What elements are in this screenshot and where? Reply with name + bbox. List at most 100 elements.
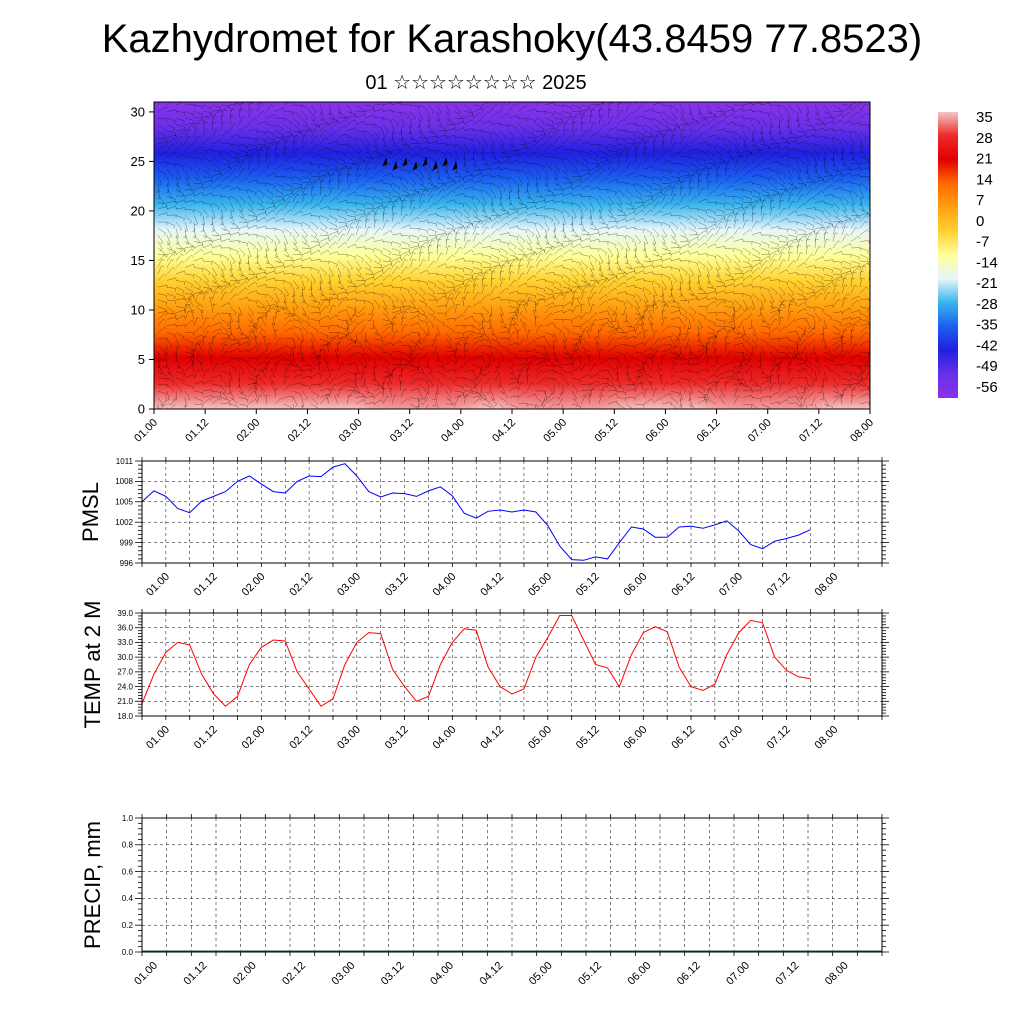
wind-barb-flag <box>382 156 388 167</box>
colorbar: 35 28 21 14 7 0 -7 -14 -21 -28 -35 -42 -49 -56 <box>938 109 998 398</box>
x-tick-label: 04.00 <box>431 571 459 599</box>
y-tick-label: 0.6 <box>122 867 134 876</box>
x-tick-label: 04.00 <box>439 417 467 445</box>
plot-area <box>142 613 882 716</box>
x-tick-label: 08.00 <box>848 417 876 445</box>
x-tick-label: 02.00 <box>240 724 268 752</box>
wind-barb-flag <box>392 160 398 171</box>
x-tick-label: 07.00 <box>717 571 745 599</box>
y-tick-label: 33.0 <box>117 638 133 647</box>
plot-frame <box>141 612 883 717</box>
colorbar-label: 7 <box>976 192 984 209</box>
x-tick-label: 07.00 <box>724 960 752 988</box>
x-tick-label: 05.00 <box>527 960 555 988</box>
chart-subtitle: 01 ☆☆☆☆☆☆☆☆ 2025 <box>365 72 587 94</box>
wind-barb-flag <box>452 160 458 171</box>
y-axis-label: PRECIP, mm <box>80 821 105 949</box>
x-tick-label: 07.12 <box>765 724 793 752</box>
x-tick-label: 06.12 <box>669 724 697 752</box>
y-tick-label: 0.2 <box>122 921 134 930</box>
x-tick-label: 03.12 <box>388 417 416 445</box>
y-tick-label: 18.0 <box>117 712 133 721</box>
y-tick-label: 0.8 <box>122 841 134 850</box>
y-tick-label: 0.4 <box>122 894 134 903</box>
y-tick-label: 999 <box>120 538 134 547</box>
colorbar-label: -49 <box>976 358 998 375</box>
colorbar-ramp <box>938 112 958 398</box>
y-tick-label: 1005 <box>115 498 133 507</box>
x-tick-label: 01.12 <box>183 417 211 445</box>
y-axis-label: TEMP at 2 M <box>80 601 105 729</box>
wind-barb-flag <box>412 160 418 171</box>
y-tick-label: 21.0 <box>117 697 133 706</box>
x-tick-label: 07.12 <box>765 571 793 599</box>
colorbar-label: 0 <box>976 213 984 230</box>
x-tick-label: 02.12 <box>286 417 314 445</box>
x-tick-label: 04.12 <box>478 571 506 599</box>
x-tick-label: 01.12 <box>182 960 210 988</box>
y-tick-label: 36.0 <box>117 624 133 633</box>
temperature-panel: 18.0 21.0 24.0 27.0 30.0 33.0 36.0 39.0 TEMP at … <box>80 601 889 752</box>
y-tick-label: 1008 <box>115 477 133 486</box>
colorbar-label: -14 <box>976 254 998 271</box>
x-tick-label: 03.12 <box>383 724 411 752</box>
x-tick-label: 05.12 <box>574 571 602 599</box>
x-tick-label: 01.00 <box>132 960 160 988</box>
colorbar-label: 28 <box>976 130 993 147</box>
x-tick-label: 08.00 <box>813 571 841 599</box>
x-tick-label: 02.00 <box>240 571 268 599</box>
y-tick-label: 10 <box>131 302 145 317</box>
colorbar-label: -28 <box>976 296 998 313</box>
x-tick-label: 01.12 <box>192 571 220 599</box>
series-line <box>141 463 811 561</box>
x-tick-label: 01.00 <box>144 724 172 752</box>
x-tick-label: 06.00 <box>626 960 654 988</box>
warm-surface-cell <box>502 339 623 409</box>
y-tick-label: 25 <box>131 154 145 169</box>
x-tick-label: 05.00 <box>526 571 554 599</box>
pmsl-panel: 996 999 1002 1005 1008 1011 PMSL 01.00 01.12 02.0… <box>78 457 889 599</box>
x-tick-label: 02.12 <box>287 571 315 599</box>
minor-ticks <box>135 457 889 567</box>
colorbar-label: -7 <box>976 234 989 251</box>
wind-barbs <box>156 102 870 409</box>
y-tick-label: 5 <box>138 352 145 367</box>
x-tick-label: 01.00 <box>144 571 172 599</box>
x-tick-label: 05.12 <box>576 960 604 988</box>
y-tick-label: 1002 <box>115 518 133 527</box>
colorbar-label: -21 <box>976 275 998 292</box>
x-tick-label: 04.12 <box>490 417 518 445</box>
x-tick-label: 05.00 <box>526 724 554 752</box>
x-tick-label: 06.12 <box>669 571 697 599</box>
x-tick-label: 03.12 <box>383 571 411 599</box>
y-tick-label: 30.0 <box>117 653 133 662</box>
x-tick-label: 03.00 <box>335 571 363 599</box>
colorbar-label: 35 <box>976 109 993 126</box>
y-tick-label: 27.0 <box>117 668 133 677</box>
x-tick-label: 06.12 <box>695 417 723 445</box>
y-tick-label: 39.0 <box>117 609 133 618</box>
x-tick-label: 04.00 <box>431 724 459 752</box>
wind-barb-flag <box>432 160 438 171</box>
x-tick-label: 03.12 <box>379 960 407 988</box>
series-line-group <box>141 463 811 561</box>
wind-barb-flag <box>422 156 428 167</box>
x-tick-label: 06.00 <box>644 417 672 445</box>
x-tick-label: 03.00 <box>330 960 358 988</box>
x-tick-label: 05.12 <box>574 724 602 752</box>
y-tick-label: 0.0 <box>122 948 134 957</box>
x-tick-label: 06.12 <box>675 960 703 988</box>
colorbar-label: -35 <box>976 317 998 334</box>
x-tick-label: 03.00 <box>337 417 365 445</box>
x-tick-label: 04.12 <box>478 724 506 752</box>
wind-barb-flag <box>442 156 448 167</box>
x-tick-label: 07.12 <box>797 417 825 445</box>
x-tick-label: 02.12 <box>280 960 308 988</box>
x-tick-label: 02.00 <box>231 960 259 988</box>
x-tick-label: 02.00 <box>234 417 262 445</box>
x-tick-label: 03.00 <box>335 724 363 752</box>
minor-ticks <box>135 814 889 956</box>
x-tick-label: 04.12 <box>478 960 506 988</box>
x-tick-label: 04.00 <box>428 960 456 988</box>
